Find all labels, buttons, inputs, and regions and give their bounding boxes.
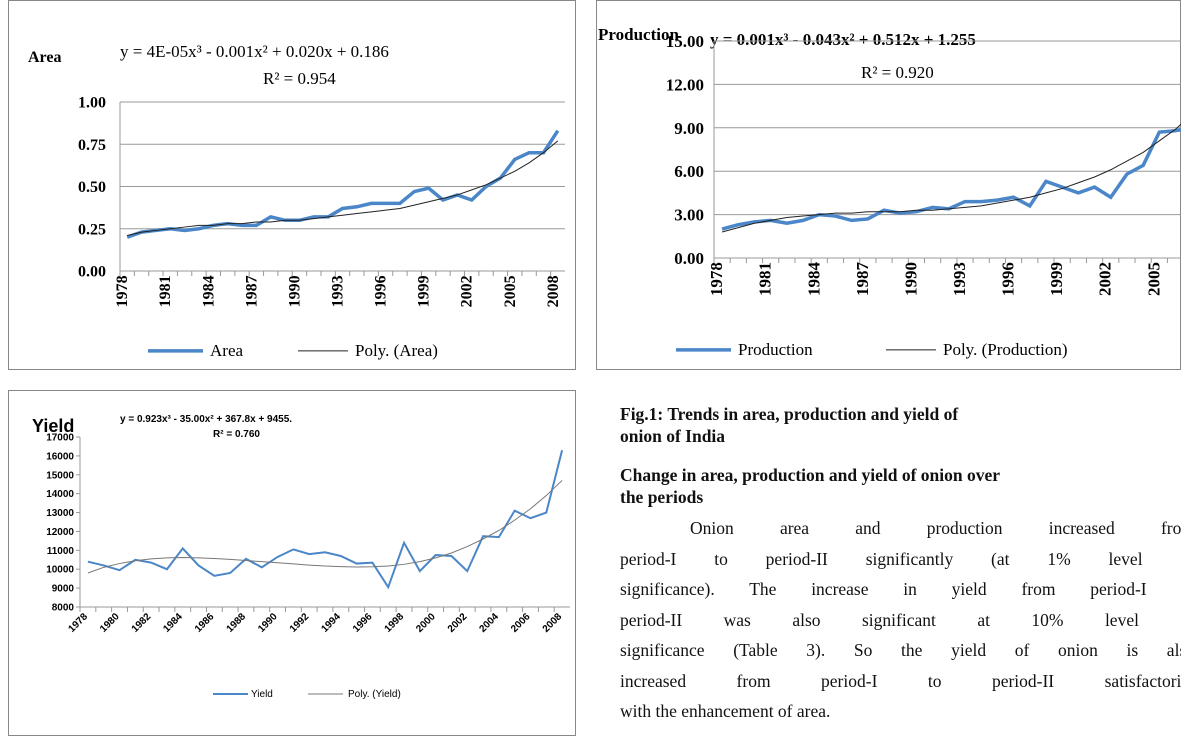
y-tick-label: 0.00 xyxy=(78,264,106,281)
y-tick-label: 16000 xyxy=(46,451,74,462)
x-tick-label: 1996 xyxy=(351,611,375,635)
trend-line xyxy=(721,123,1181,233)
x-tick-label: 1999 xyxy=(1047,262,1066,296)
section-heading: Change in area, production and yield of … xyxy=(620,465,1001,485)
chart-title: Production xyxy=(598,25,679,44)
paragraph-line: significance). The increase in yield fro… xyxy=(620,579,1181,599)
x-tick-label: 1980 xyxy=(98,611,122,635)
x-tick-label: 1993 xyxy=(950,262,969,296)
y-tick-label: 6.00 xyxy=(674,162,704,181)
legend-label: Area xyxy=(210,341,243,360)
x-tick-label: 1990 xyxy=(901,262,920,296)
data-line xyxy=(87,449,564,590)
legend-label: Poly. (Area) xyxy=(355,341,438,360)
y-tick-label: 15.00 xyxy=(666,32,704,51)
chart-border xyxy=(8,0,576,370)
y-tick-label: 0.25 xyxy=(78,221,106,238)
annotation: y = 0.001x³ - 0.043x² + 0.512x + 1.255 xyxy=(710,30,976,49)
y-tick-label: 8000 xyxy=(52,603,75,614)
y-tick-label: 9.00 xyxy=(674,119,704,138)
chart-title: Yield xyxy=(32,416,74,436)
annotation: R² = 0.954 xyxy=(263,69,336,88)
x-tick-label: 2006 xyxy=(509,611,533,635)
paragraph-line: period-II was also significant at 10% le… xyxy=(620,609,1181,630)
legend-label: Production xyxy=(738,340,813,359)
x-tick-label: 1978 xyxy=(114,275,131,307)
x-tick-label: 1984 xyxy=(200,275,217,307)
y-tick-label: 0.50 xyxy=(78,179,106,196)
x-tick-label: 2008 xyxy=(541,611,565,635)
x-tick-label: 1999 xyxy=(416,275,433,307)
x-tick-label: 2000 xyxy=(414,611,438,635)
paragraph-line: period-I to period-II significantly (at … xyxy=(620,548,1181,569)
x-tick-label: 2008 xyxy=(545,275,562,307)
annotation: R² = 0.920 xyxy=(861,63,934,82)
paragraph-line: with the enhancement of area. xyxy=(620,701,831,721)
y-tick-label: 3.00 xyxy=(674,206,704,225)
y-tick-label: 1.00 xyxy=(78,95,106,112)
y-tick-label: 9000 xyxy=(52,584,75,595)
x-tick-label: 1993 xyxy=(330,275,347,307)
y-tick-label: 12000 xyxy=(46,527,74,538)
y-tick-label: 13000 xyxy=(46,508,74,519)
x-tick-label: 1992 xyxy=(288,611,312,635)
x-tick-label: 2005 xyxy=(1144,262,1163,296)
y-tick-label: 0.75 xyxy=(78,137,106,154)
y-tick-label: 10000 xyxy=(46,565,74,576)
production-chart: Production y = 0.001x³ - 0.043x² + 0.512x… xyxy=(596,0,1181,370)
x-tick-label: 2002 xyxy=(1096,262,1115,296)
x-tick-label: 1982 xyxy=(130,611,154,635)
annotation: y = 4E-05x³ - 0.001x² + 0.020x + 0.186 xyxy=(120,42,389,61)
x-tick-label: 2002 xyxy=(446,611,470,635)
y-tick-label: 12.00 xyxy=(666,75,704,94)
area-chart: Area y = 4E-05x³ - 0.001x² + 0.020x + 0.1… xyxy=(8,0,576,370)
legend-label: Poly. (Production) xyxy=(943,340,1068,359)
y-tick-label: 17000 xyxy=(46,433,74,444)
paragraph-line: increased from period-I to period-II sat… xyxy=(620,670,1181,691)
yield-chart: Yield y = 0.923x³ - 35.00x² + 367.8x + 94… xyxy=(8,390,576,736)
y-tick-label: 15000 xyxy=(46,470,74,481)
x-tick-label: 1981 xyxy=(756,262,775,296)
x-tick-label: 2002 xyxy=(459,275,476,307)
x-tick-label: 1994 xyxy=(319,611,343,635)
paragraph-line: Onion area and production increased from xyxy=(690,518,1181,538)
paragraph-line: significance (Table 3). So the yield of … xyxy=(620,640,1181,660)
x-tick-label: 1987 xyxy=(853,262,872,297)
section-heading: the periods xyxy=(620,487,704,507)
chart-border xyxy=(596,0,1181,370)
x-tick-label: 1998 xyxy=(383,611,407,635)
x-tick-label: 1990 xyxy=(256,611,280,635)
figure-caption: onion of India xyxy=(620,426,726,446)
data-line xyxy=(721,127,1181,231)
chart-title: Area xyxy=(28,49,61,66)
chart-border xyxy=(8,390,576,736)
x-tick-label: 1988 xyxy=(225,611,249,635)
legend-label: Yield xyxy=(251,689,273,700)
x-tick-label: 2004 xyxy=(477,611,501,635)
y-tick-label: 0.00 xyxy=(674,249,704,268)
x-tick-label: 1996 xyxy=(373,275,390,307)
trend-line xyxy=(87,480,563,574)
figure-caption: Fig.1: Trends in area, production and yi… xyxy=(620,404,959,424)
x-tick-label: 1981 xyxy=(157,275,174,307)
x-tick-label: 1986 xyxy=(193,611,217,635)
annotation: y = 0.923x³ - 35.00x² + 367.8x + 9455. xyxy=(120,414,292,425)
x-tick-label: 1978 xyxy=(67,611,91,635)
y-tick-label: 11000 xyxy=(47,546,75,557)
trend-line xyxy=(127,140,559,236)
x-tick-label: 1990 xyxy=(286,275,303,307)
x-tick-label: 1987 xyxy=(243,275,260,307)
x-tick-label: 1984 xyxy=(804,262,823,297)
annotation: R² = 0.760 xyxy=(213,429,260,440)
x-tick-label: 1996 xyxy=(999,262,1018,296)
x-tick-label: 1984 xyxy=(161,611,185,635)
x-tick-label: 2005 xyxy=(502,275,519,307)
y-tick-label: 14000 xyxy=(46,489,74,500)
x-tick-label: 1978 xyxy=(707,262,726,296)
data-line xyxy=(126,129,560,239)
legend-label: Poly. (Yield) xyxy=(348,689,401,700)
